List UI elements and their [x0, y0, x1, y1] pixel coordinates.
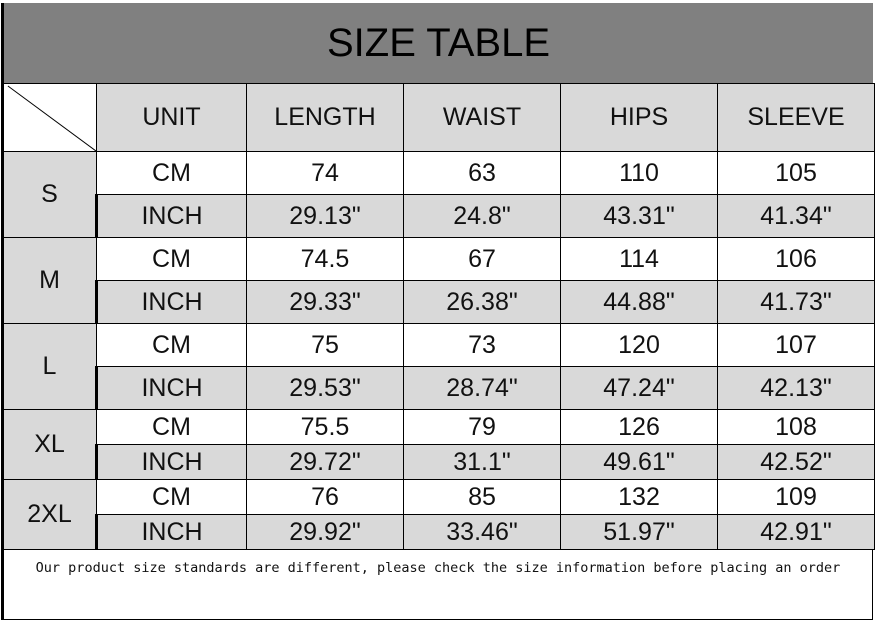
table-row: M CM 74.5 67 114 106 — [1, 237, 875, 324]
value-cell: 106 — [717, 237, 875, 281]
unit-cell: INCH — [95, 514, 247, 550]
value-cell: 43.31" — [560, 194, 718, 238]
header-unit: UNIT — [96, 83, 247, 152]
table-row: INCH 29.13" 24.8" 43.31" 41.34" — [3, 194, 875, 238]
value-cell: 24.8" — [403, 194, 561, 238]
unit-cell: CM — [96, 323, 247, 367]
table-row: L CM 75 73 120 107 — [1, 323, 875, 410]
value-cell: 29.72" — [246, 444, 404, 480]
value-cell: 75.5 — [246, 409, 404, 445]
value-cell: 108 — [717, 409, 875, 445]
value-cell: 31.1" — [403, 444, 561, 480]
size-label: XL — [1, 409, 97, 480]
unit-cell: CM — [96, 237, 247, 281]
unit-cell: INCH — [95, 280, 247, 324]
value-cell: 29.13" — [246, 194, 404, 238]
table-row: INCH 29.53" 28.74" 47.24" 42.13" — [3, 366, 875, 410]
value-cell: 79 — [403, 409, 561, 445]
corner-diagonal-cell — [1, 83, 97, 152]
value-cell: 33.46" — [403, 514, 561, 550]
value-cell: 28.74" — [403, 366, 561, 410]
unit-cell: INCH — [95, 366, 247, 410]
value-cell: 74.5 — [246, 237, 404, 281]
size-label: S — [1, 151, 97, 238]
size-table-container: SIZE TABLE UNIT LENGTH WAIST HIPS SLEEVE… — [1, 3, 875, 620]
value-cell: 107 — [717, 323, 875, 367]
header-waist: WAIST — [403, 83, 561, 152]
value-cell: 29.92" — [246, 514, 404, 550]
value-cell: 120 — [560, 323, 718, 367]
value-cell: 105 — [717, 151, 875, 195]
value-cell: 126 — [560, 409, 718, 445]
unit-cell: INCH — [95, 194, 247, 238]
value-cell: 26.38" — [403, 280, 561, 324]
value-cell: 42.52" — [717, 444, 875, 480]
header-hips: HIPS — [560, 83, 718, 152]
unit-cell: CM — [96, 151, 247, 195]
size-label: L — [1, 323, 97, 410]
value-cell: 85 — [403, 479, 561, 515]
header-sleeve: SLEEVE — [717, 83, 875, 152]
table-row: 2XL CM 76 85 132 109 — [1, 479, 875, 550]
value-cell: 76 — [246, 479, 404, 515]
value-cell: 41.73" — [717, 280, 875, 324]
value-cell: 67 — [403, 237, 561, 281]
size-table: UNIT LENGTH WAIST HIPS SLEEVE S CM 74 63 110… — [1, 83, 875, 550]
value-cell: 29.33" — [246, 280, 404, 324]
table-row: INCH 29.72" 31.1" 49.61" 42.52" — [3, 444, 875, 480]
header-row: UNIT LENGTH WAIST HIPS SLEEVE — [1, 83, 875, 152]
table-row: S CM 74 63 110 105 — [1, 151, 875, 238]
value-cell: 29.53" — [246, 366, 404, 410]
value-cell: 41.34" — [717, 194, 875, 238]
unit-cell: INCH — [95, 444, 247, 480]
value-cell: 47.24" — [560, 366, 718, 410]
value-cell: 44.88" — [560, 280, 718, 324]
value-cell: 132 — [560, 479, 718, 515]
size-label: 2XL — [1, 479, 97, 550]
value-cell: 110 — [560, 151, 718, 195]
table-row: INCH 29.33" 26.38" 44.88" 41.73" — [3, 280, 875, 324]
value-cell: 49.61" — [560, 444, 718, 480]
value-cell: 73 — [403, 323, 561, 367]
footer-note: Our product size standards are different… — [1, 550, 873, 620]
table-row: XL CM 75.5 79 126 108 — [1, 409, 875, 480]
header-length: LENGTH — [246, 83, 404, 152]
value-cell: 42.91" — [717, 514, 875, 550]
value-cell: 114 — [560, 237, 718, 281]
table-row: INCH 29.92" 33.46" 51.97" 42.91" — [3, 514, 875, 550]
size-label: M — [1, 237, 97, 324]
unit-cell: CM — [96, 479, 247, 515]
value-cell: 63 — [403, 151, 561, 195]
unit-cell: CM — [96, 409, 247, 445]
value-cell: 109 — [717, 479, 875, 515]
value-cell: 74 — [246, 151, 404, 195]
value-cell: 75 — [246, 323, 404, 367]
page-title: SIZE TABLE — [1, 3, 873, 83]
value-cell: 51.97" — [560, 514, 718, 550]
value-cell: 42.13" — [717, 366, 875, 410]
